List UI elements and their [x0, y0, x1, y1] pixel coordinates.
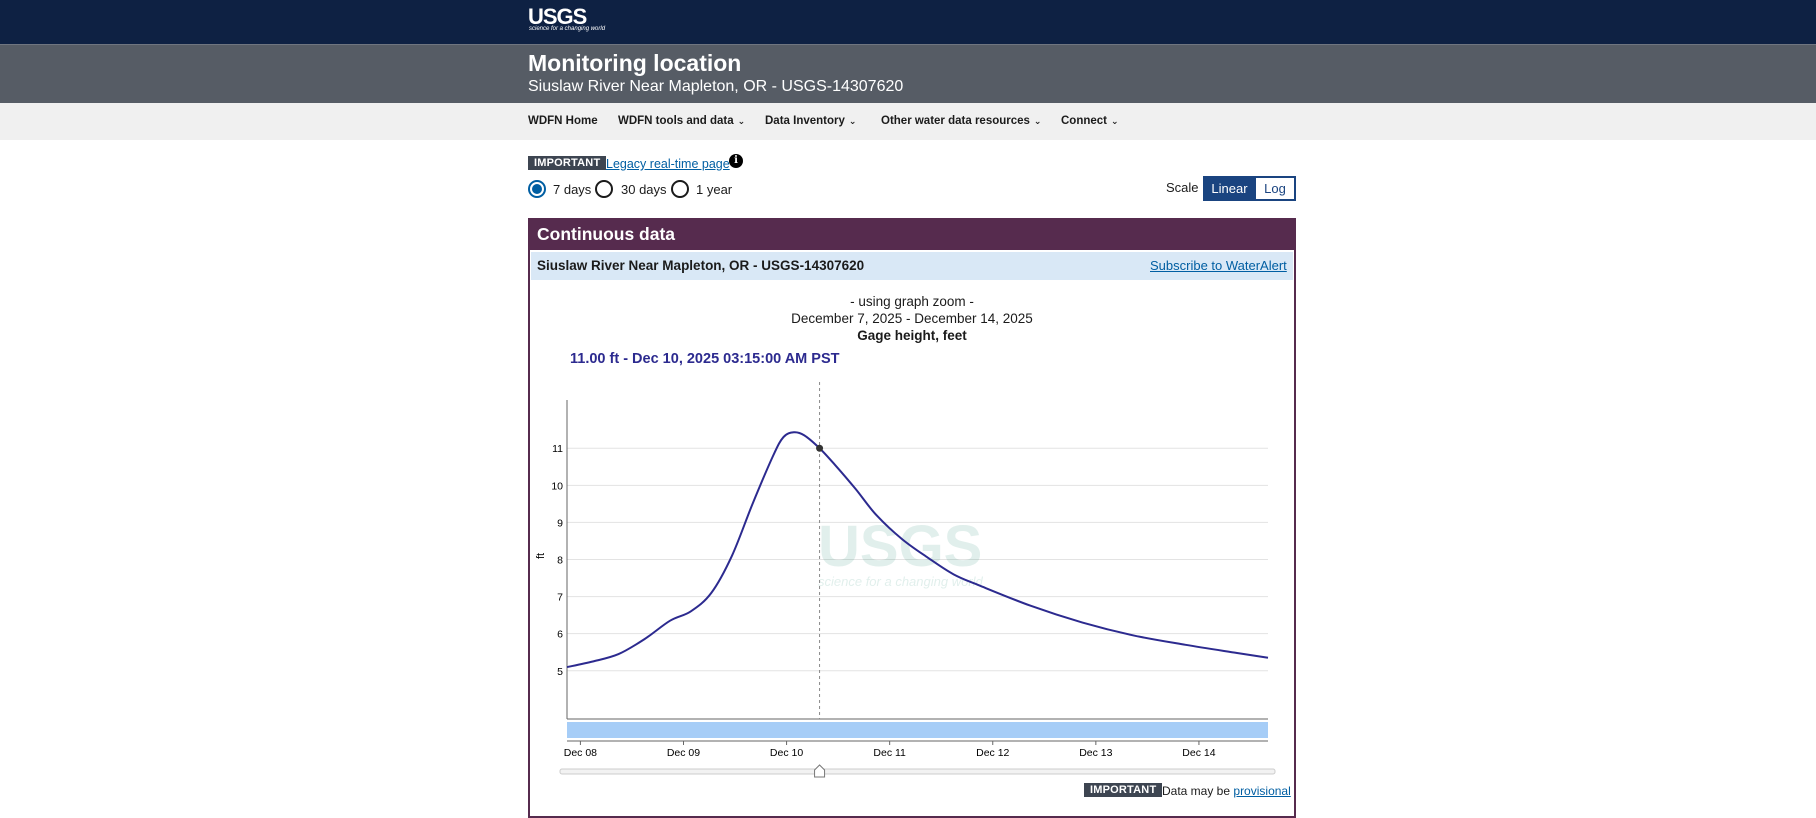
provisional-link[interactable]: provisional: [1233, 784, 1291, 798]
info-icon[interactable]: i: [729, 154, 743, 168]
radio-label-7-days: 7 days: [553, 182, 592, 197]
nav-label: Connect: [1061, 115, 1107, 127]
x-tick-label: Dec 11: [873, 747, 906, 759]
provisional-text: Data may be: [1162, 784, 1231, 798]
zoom-slider-track[interactable]: [559, 768, 1276, 775]
title-band: [0, 45, 1816, 103]
nav-label: Other water data resources: [881, 115, 1030, 127]
cursor-readout: 11.00 ft - Dec 10, 2025 03:15:00 AM PST: [570, 351, 840, 367]
x-tick-label: Dec 10: [770, 747, 803, 759]
footer-important-badge: IMPORTANT: [1084, 783, 1163, 797]
zoom-note: - using graph zoom -: [850, 294, 974, 309]
logo-tagline: science for a changing world: [529, 26, 606, 32]
x-tick-label: Dec 12: [976, 747, 1009, 759]
y-tick-label: 9: [557, 517, 563, 529]
chevron-down-icon: ⌄: [848, 116, 857, 126]
y-tick-label: 11: [552, 443, 563, 455]
important-badge: IMPORTANT: [528, 156, 607, 170]
nav-wdfn-home[interactable]: WDFN Home: [528, 115, 598, 127]
cursor-point: [816, 444, 824, 452]
subscribe-wateralert-link[interactable]: Subscribe to WaterAlert: [1150, 258, 1287, 273]
x-tick-label: Dec 14: [1182, 747, 1215, 759]
nav-label: WDFN tools and data: [618, 115, 734, 127]
brush-range[interactable]: [567, 722, 1268, 738]
radio-7-days[interactable]: [528, 180, 546, 198]
y-axis-label: ft: [535, 553, 547, 559]
chevron-down-icon: ⌄: [737, 116, 746, 126]
nav-data-inventory[interactable]: Data Inventory ⌄: [765, 115, 856, 127]
y-tick-label: 8: [557, 555, 563, 567]
radio-label-30-days: 30 days: [621, 182, 667, 197]
panel-header: [528, 218, 1296, 250]
page-subtitle: Siuslaw River Near Mapleton, OR - USGS-1…: [528, 78, 904, 95]
radio-1-year[interactable]: [671, 180, 689, 198]
legacy-realtime-link[interactable]: Legacy real-time page: [606, 157, 730, 171]
scale-label: Scale: [1166, 180, 1199, 195]
y-tick-label: 6: [557, 629, 563, 641]
continuous-data-panel: [528, 218, 1296, 818]
date-range: December 7, 2025 - December 14, 2025: [791, 311, 1033, 326]
radio-30-days[interactable]: [595, 180, 613, 198]
nav-connect[interactable]: Connect ⌄: [1061, 115, 1119, 127]
x-tick-label: Dec 13: [1079, 747, 1112, 759]
scale-log-button[interactable]: Log: [1254, 176, 1296, 201]
watermark-text: USGS: [818, 514, 982, 579]
nav-label: Data Inventory: [765, 115, 845, 127]
site-name: Siuslaw River Near Mapleton, OR - USGS-1…: [537, 258, 865, 273]
nav-bar: [0, 103, 1816, 140]
y-tick-label: 5: [557, 666, 563, 678]
panel-title: Continuous data: [537, 224, 676, 244]
chevron-down-icon: ⌄: [1111, 116, 1119, 126]
y-tick-label: 7: [557, 592, 563, 604]
parameter-title: Gage height, feet: [857, 328, 967, 343]
usgs-logo[interactable]: USGS science for a changing world: [528, 4, 606, 32]
top-bar: [0, 0, 1816, 45]
nav-label: WDFN Home: [528, 115, 598, 127]
watermark-tagline: science for a changing world: [818, 574, 984, 589]
gage-height-line: [566, 431, 1269, 669]
nav-wdfn-tools[interactable]: WDFN tools and data ⌄: [618, 115, 745, 127]
x-tick-label: Dec 09: [667, 747, 700, 759]
logo-text: USGS: [528, 4, 587, 29]
chevron-down-icon: ⌄: [1033, 116, 1042, 126]
provisional-note: Data may be provisional: [1162, 784, 1291, 798]
nav-other-resources[interactable]: Other water data resources ⌄: [881, 115, 1041, 127]
page-title: Monitoring location: [528, 50, 742, 76]
site-subheader: [531, 252, 1293, 280]
x-tick-label: Dec 08: [564, 747, 597, 759]
y-tick-label: 10: [551, 480, 563, 492]
zoom-slider-handle[interactable]: [814, 764, 826, 778]
watermark: USGS science for a changing world: [818, 514, 984, 589]
radio-label-1-year: 1 year: [696, 182, 733, 197]
